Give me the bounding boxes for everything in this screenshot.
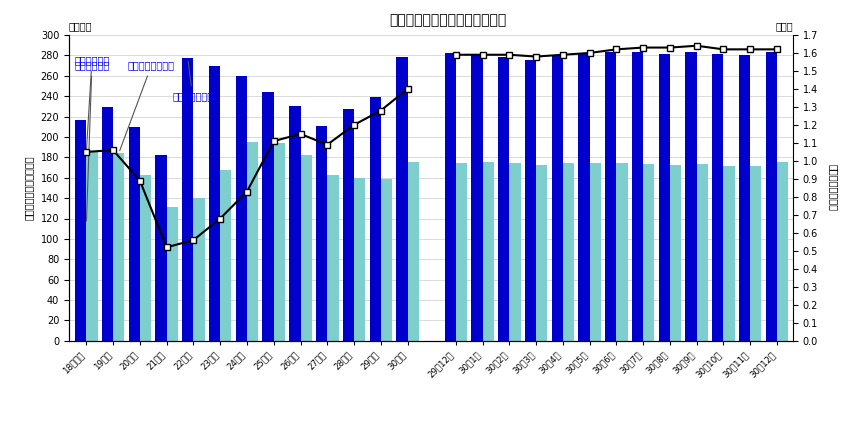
Bar [696, 164, 707, 341]
Bar [738, 55, 749, 341]
Bar [166, 207, 177, 341]
Bar [509, 163, 520, 341]
Bar [208, 66, 220, 341]
Bar [524, 60, 536, 341]
Bar [86, 151, 97, 341]
Bar [684, 52, 696, 341]
Bar [113, 153, 124, 341]
Bar [711, 54, 722, 341]
Bar [536, 166, 547, 341]
Bar [722, 166, 734, 341]
Bar [604, 52, 616, 341]
Bar [220, 170, 231, 341]
Bar [669, 166, 680, 341]
Bar [155, 155, 166, 341]
Bar [274, 143, 285, 341]
Bar [562, 163, 573, 341]
Bar [642, 164, 653, 341]
Bar [193, 198, 204, 341]
Bar [139, 175, 151, 341]
Bar [75, 120, 86, 341]
Bar [128, 127, 139, 341]
Bar [381, 179, 392, 341]
Bar [300, 155, 312, 341]
Bar [631, 52, 642, 341]
Bar [316, 126, 327, 341]
Bar [616, 163, 627, 341]
Bar [102, 108, 113, 341]
Bar [369, 97, 381, 341]
Bar [776, 163, 787, 341]
Bar [327, 175, 338, 341]
Bar [765, 52, 776, 341]
Text: （倍）: （倍） [775, 21, 792, 31]
Bar [658, 54, 669, 341]
Bar [589, 163, 600, 341]
Bar [498, 57, 509, 341]
Text: （有効求人・有効求職）: （有効求人・有効求職） [24, 156, 34, 220]
Bar [455, 163, 467, 341]
Bar [343, 109, 354, 341]
Text: （万人）: （万人） [69, 21, 92, 31]
Bar [471, 54, 482, 341]
Text: 月間有効求人数: 月間有効求人数 [172, 61, 213, 101]
Bar [182, 59, 193, 341]
Bar [407, 163, 418, 341]
Bar [578, 54, 589, 341]
Bar [263, 92, 274, 341]
Bar [396, 57, 407, 341]
Bar [749, 166, 760, 341]
Text: 求人、求職及び求人倍率の推移: 求人、求職及び求人倍率の推移 [389, 13, 506, 27]
Text: （有効求人倍率）: （有効求人倍率） [827, 164, 837, 212]
Bar [289, 106, 300, 341]
Bar [247, 142, 258, 341]
Text: 有効求人倍率: 有効求人倍率 [74, 55, 109, 149]
Bar [444, 53, 455, 341]
Bar [354, 178, 365, 341]
Bar [235, 76, 247, 341]
Text: 月間有効求職者数: 月間有効求職者数 [120, 61, 175, 151]
Bar [551, 55, 562, 341]
Text: 有効求人倍率: 有効求人倍率 [74, 61, 109, 221]
Bar [482, 163, 493, 341]
